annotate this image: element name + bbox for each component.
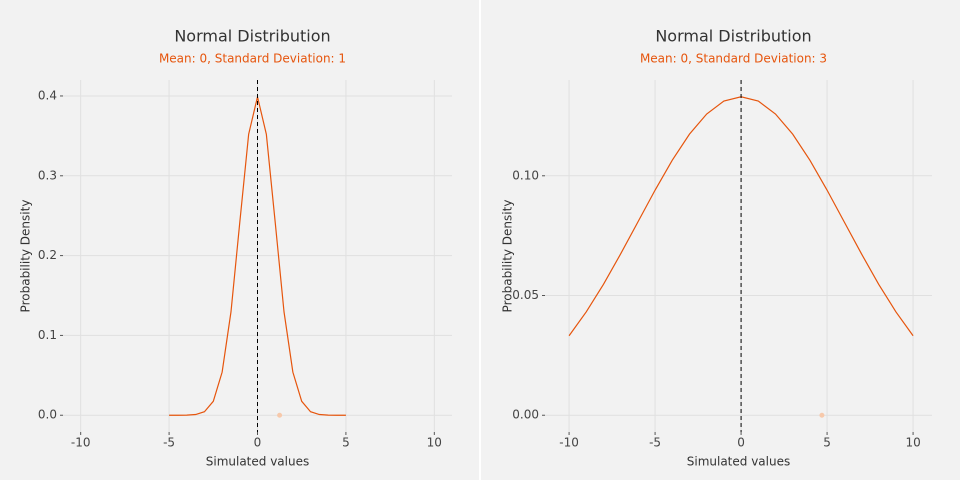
x-tick-label: 10 (427, 436, 442, 450)
y-tick-label: 0.10 (512, 168, 539, 182)
sample-point (277, 412, 283, 418)
y-tick-label: 0.05 (512, 288, 539, 302)
x-tick-label: -10 (71, 436, 91, 450)
chart-title: Normal Distribution (655, 27, 811, 46)
sample-point (819, 412, 825, 418)
chart-subtitle: Mean: 0, Standard Deviation: 3 (640, 52, 827, 66)
x-tick-label: 10 (905, 436, 920, 450)
y-tick-label: 0.3 (38, 168, 57, 182)
x-tick-label: -10 (559, 436, 579, 450)
y-tick-label: 0.1 (38, 328, 57, 342)
x-axis-label: Simulated values (206, 455, 309, 469)
panel-background (0, 0, 479, 480)
chart-title: Normal Distribution (174, 27, 330, 46)
y-tick-label: 0.0 (38, 408, 57, 422)
panel-background (481, 0, 960, 480)
x-tick-label: 0 (737, 436, 745, 450)
y-axis-label: Probability Density (19, 200, 33, 313)
y-tick-label: 0.4 (38, 88, 57, 102)
x-tick-label: 5 (823, 436, 831, 450)
x-tick-label: -5 (649, 436, 661, 450)
x-tick-label: -5 (163, 436, 175, 450)
y-tick-label: 0.00 (512, 408, 539, 422)
y-axis-label: Probability Density (501, 200, 515, 313)
x-axis-label: Simulated values (687, 455, 790, 469)
chart-subtitle: Mean: 0, Standard Deviation: 1 (159, 52, 346, 66)
x-tick-label: 0 (254, 436, 262, 450)
y-tick-label: 0.2 (38, 248, 57, 262)
x-tick-label: 5 (342, 436, 350, 450)
